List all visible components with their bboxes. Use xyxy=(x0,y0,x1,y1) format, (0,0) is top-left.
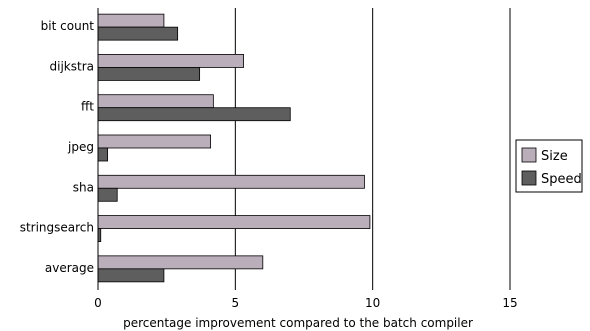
bar-size-sha xyxy=(97,174,365,189)
x-tick-labels: 0 5 10 15 xyxy=(94,296,517,310)
x-tick-label: 5 xyxy=(232,296,240,310)
bar-size-jpeg xyxy=(97,134,212,149)
legend-swatch-speed xyxy=(521,170,537,186)
gridlines xyxy=(234,8,511,290)
bar-speed-dijkstra xyxy=(97,67,201,81)
bar-size-dijkstra xyxy=(97,54,244,68)
legend-swatch-size xyxy=(521,147,537,163)
x-tick-label: 15 xyxy=(502,296,517,310)
category-labels: bit count dijkstra fft jpeg sha stringsearch a… xyxy=(20,19,95,275)
category-label: dijkstra xyxy=(50,59,94,73)
category-label: sha xyxy=(73,180,94,194)
bar-size-stringsearch xyxy=(97,215,371,229)
bars xyxy=(97,13,371,283)
bar-speed-average xyxy=(97,268,165,283)
bar-speed-sha xyxy=(97,187,118,202)
bar-size-fft xyxy=(97,94,214,109)
bar-speed-fft xyxy=(97,107,291,122)
legend-label-size: Size xyxy=(541,149,568,164)
x-tick-label: 0 xyxy=(94,296,102,310)
category-label: fft xyxy=(81,100,94,114)
category-label: bit count xyxy=(41,19,95,33)
category-label: jpeg xyxy=(67,140,94,154)
legend: Size Speed xyxy=(515,139,583,193)
bar-size-average xyxy=(97,255,264,270)
x-tick-label: 10 xyxy=(365,296,380,310)
category-label: stringsearch xyxy=(20,221,94,235)
legend-label-speed: Speed xyxy=(541,172,582,187)
category-label: average xyxy=(45,261,94,275)
bar-speed-jpeg xyxy=(97,147,109,162)
bar-size-bit-count xyxy=(97,13,165,28)
x-axis-label: percentage improvement compared to the b… xyxy=(123,316,473,330)
bar-speed-bit-count xyxy=(97,26,179,41)
